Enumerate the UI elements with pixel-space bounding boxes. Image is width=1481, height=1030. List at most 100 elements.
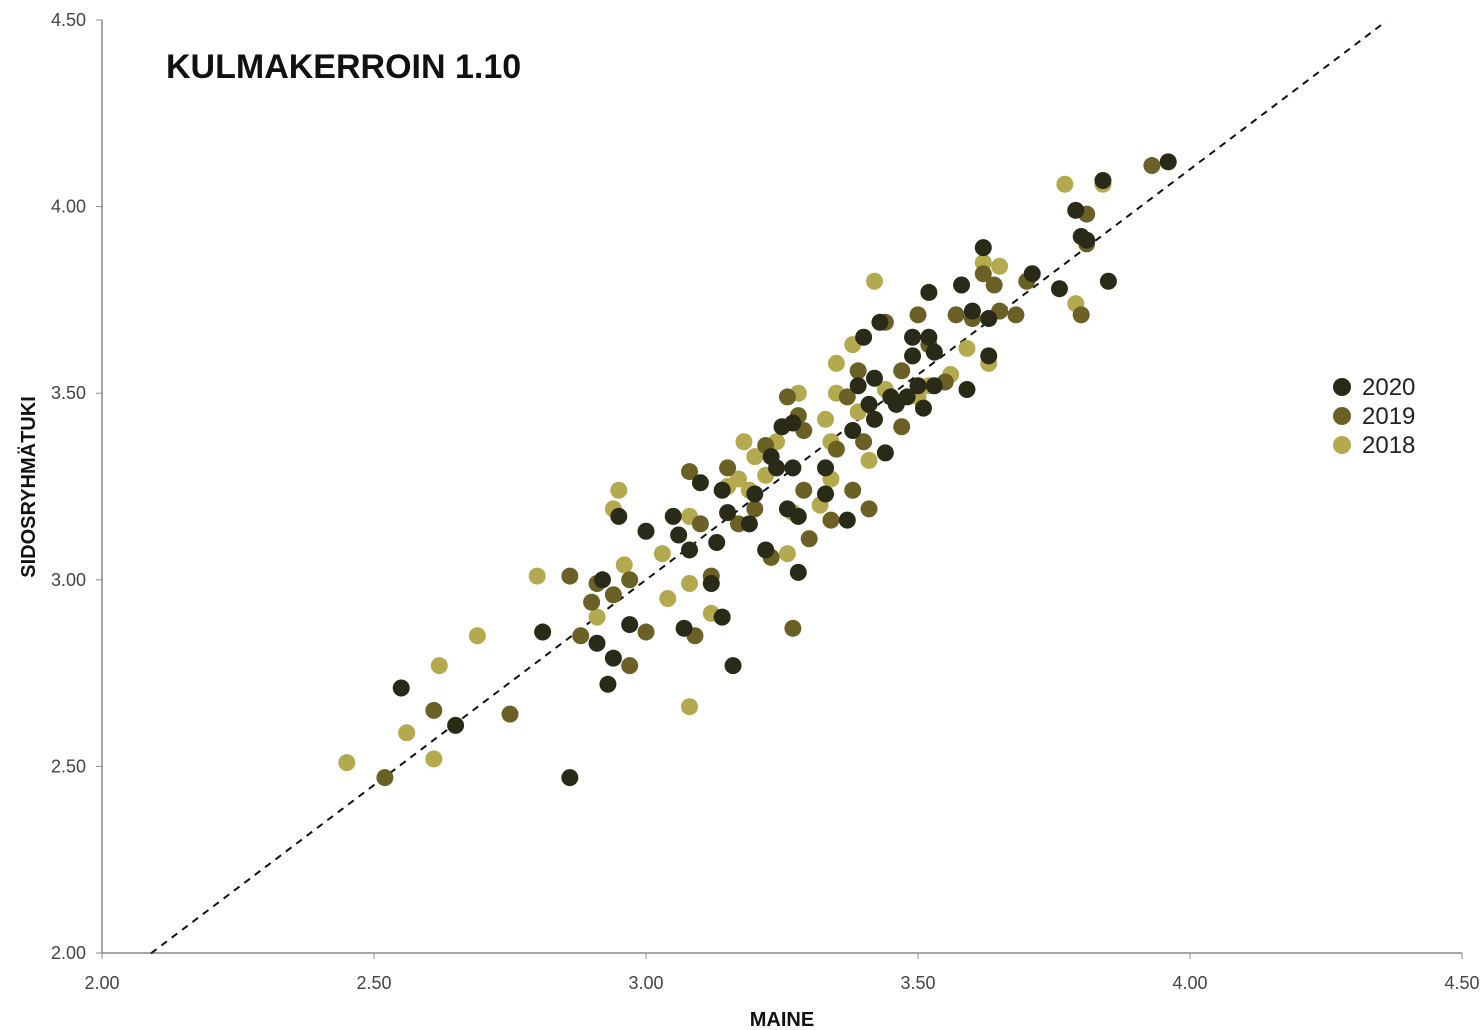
data-point xyxy=(855,328,873,346)
data-point xyxy=(980,310,998,328)
data-point xyxy=(784,619,802,637)
data-point xyxy=(1050,280,1068,298)
data-point xyxy=(740,515,758,533)
data-point xyxy=(691,515,709,533)
data-point xyxy=(621,571,639,589)
data-point xyxy=(920,328,938,346)
data-point xyxy=(719,504,737,522)
x-tick-label: 3.00 xyxy=(628,973,663,993)
data-point xyxy=(871,313,889,331)
data-point xyxy=(1099,272,1117,290)
data-point xyxy=(561,567,579,585)
data-point xyxy=(844,422,862,440)
data-point xyxy=(561,769,579,787)
data-point xyxy=(953,276,971,294)
data-point xyxy=(675,619,693,637)
data-point xyxy=(681,575,699,593)
y-axis-title: SIDOSRYHMÄTUKI xyxy=(17,396,40,577)
chart-title: KULMAKERROIN 1.10 xyxy=(166,48,521,86)
data-point xyxy=(817,459,835,477)
data-point xyxy=(1094,171,1112,189)
series-2020 xyxy=(392,153,1177,787)
data-point xyxy=(974,239,992,257)
data-point xyxy=(855,433,873,451)
data-point xyxy=(865,410,883,428)
x-tick-label: 4.00 xyxy=(1172,973,1207,993)
data-point xyxy=(735,433,753,451)
data-point xyxy=(588,608,606,626)
data-point xyxy=(430,657,448,675)
legend-marker xyxy=(1333,436,1351,454)
data-point xyxy=(1078,231,1096,249)
data-point xyxy=(795,481,813,499)
data-point xyxy=(447,716,465,734)
data-point xyxy=(719,459,737,477)
data-point xyxy=(670,526,688,544)
data-point xyxy=(860,500,878,518)
y-tick-label: 4.00 xyxy=(51,197,86,217)
data-point xyxy=(702,575,720,593)
axes xyxy=(101,20,1462,954)
data-point xyxy=(838,511,856,529)
data-point xyxy=(893,418,911,436)
data-point xyxy=(653,545,671,563)
data-point xyxy=(681,463,699,481)
data-point xyxy=(925,377,943,395)
data-point xyxy=(468,627,486,645)
data-point xyxy=(746,485,764,503)
data-point xyxy=(980,347,998,365)
data-point xyxy=(789,507,807,525)
trendline-group xyxy=(150,20,1387,955)
data-point xyxy=(729,470,747,488)
data-point xyxy=(925,343,943,361)
data-point xyxy=(713,608,731,626)
data-point xyxy=(593,571,611,589)
data-point xyxy=(681,698,699,716)
data-point xyxy=(713,481,731,499)
data-point xyxy=(876,444,894,462)
data-point xyxy=(860,451,878,469)
data-point xyxy=(572,627,590,645)
y-tick-label: 3.50 xyxy=(51,383,86,403)
data-point xyxy=(398,724,416,742)
data-point xyxy=(534,623,552,641)
data-point xyxy=(610,507,628,525)
data-point xyxy=(338,754,356,772)
legend-label: 2018 xyxy=(1362,432,1415,459)
data-point xyxy=(691,474,709,492)
data-point xyxy=(599,675,617,693)
data-point xyxy=(746,500,764,518)
data-point xyxy=(947,306,965,324)
data-point xyxy=(909,377,927,395)
data-point xyxy=(849,377,867,395)
data-point xyxy=(822,511,840,529)
data-point xyxy=(778,388,796,406)
legend-label: 2020 xyxy=(1362,374,1415,401)
data-point xyxy=(904,328,922,346)
data-point xyxy=(974,265,992,283)
data-point xyxy=(817,410,835,428)
data-point xyxy=(827,354,845,372)
data-point xyxy=(621,616,639,634)
data-point xyxy=(425,701,443,719)
data-point xyxy=(958,380,976,398)
data-point xyxy=(800,530,818,548)
data-point xyxy=(893,362,911,380)
data-point xyxy=(392,679,410,697)
data-point xyxy=(757,541,775,559)
y-tick-label: 2.50 xyxy=(51,756,86,776)
data-point xyxy=(768,459,786,477)
y-tick-label: 2.00 xyxy=(51,943,86,963)
data-point xyxy=(1023,265,1041,283)
data-point xyxy=(838,388,856,406)
points xyxy=(338,153,1177,787)
data-point xyxy=(588,634,606,652)
data-point xyxy=(904,347,922,365)
data-point xyxy=(778,545,796,563)
data-point xyxy=(844,481,862,499)
data-point xyxy=(865,369,883,387)
data-point xyxy=(746,448,764,466)
data-point xyxy=(985,276,1003,294)
data-point xyxy=(991,257,1009,275)
